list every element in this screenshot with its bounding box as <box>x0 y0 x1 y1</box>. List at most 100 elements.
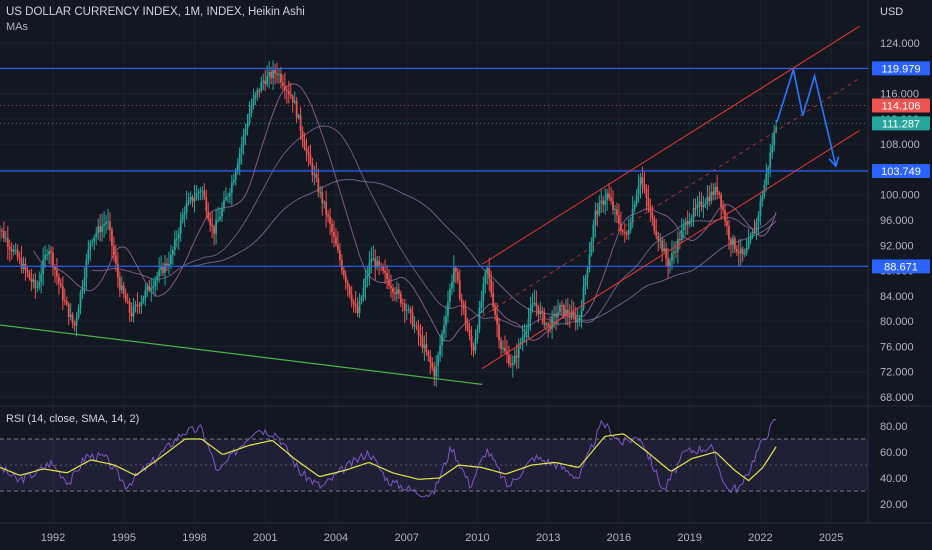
candle-body <box>211 225 214 227</box>
candle-body <box>710 191 713 201</box>
candle-body <box>134 304 137 307</box>
candle-body <box>625 232 628 235</box>
candle-body <box>24 263 27 271</box>
candle-body <box>563 305 565 316</box>
candle-body <box>331 223 333 233</box>
candle-body <box>665 248 667 259</box>
candle-body <box>240 144 243 153</box>
candle-body <box>32 279 35 282</box>
candle-body <box>12 249 15 252</box>
candle-body <box>651 212 654 219</box>
candle-body <box>323 202 326 204</box>
candle-body <box>213 226 216 234</box>
y-tick-label: 68.000 <box>880 392 914 404</box>
candle-body <box>488 267 491 279</box>
candle-body <box>441 333 443 346</box>
candle-body <box>401 303 404 305</box>
candle-body <box>749 236 752 241</box>
candle-body <box>250 105 253 113</box>
x-tick-label: 2010 <box>465 532 489 544</box>
candle-body <box>61 286 64 301</box>
candle-body <box>287 90 290 95</box>
candle-body <box>478 307 481 330</box>
candle-body <box>470 335 473 347</box>
candle-body <box>494 306 497 316</box>
candle-body <box>647 197 650 208</box>
candle-body <box>739 248 742 254</box>
candle-body <box>635 194 638 205</box>
candle-body <box>659 240 662 242</box>
candle-body <box>113 245 115 256</box>
candle-body <box>604 200 607 205</box>
candle-body <box>673 251 675 254</box>
candle-body <box>99 226 102 232</box>
candle-body <box>362 288 365 298</box>
candle-body <box>769 152 772 168</box>
projection-path <box>776 66 837 167</box>
candle-body <box>293 100 296 103</box>
candle-body <box>54 267 56 270</box>
candle-body <box>720 194 722 207</box>
candle-body <box>716 186 719 193</box>
candle-body <box>417 326 420 335</box>
candle-body <box>0 230 1 232</box>
candle-body <box>16 249 19 258</box>
candle-body <box>504 348 506 352</box>
candle-body <box>543 312 546 325</box>
candle-body <box>248 112 251 123</box>
candle-body <box>329 216 331 224</box>
candle-body <box>675 251 677 253</box>
candle-body <box>301 131 304 141</box>
candle-body <box>252 98 255 106</box>
candle-body <box>771 145 774 153</box>
candle-body <box>669 260 671 267</box>
candle-body <box>637 185 640 195</box>
candle-body <box>57 276 60 284</box>
candle-body <box>232 179 235 183</box>
candle-body <box>753 231 756 233</box>
candle-body <box>126 300 129 302</box>
candle-body <box>297 115 300 118</box>
candle-body <box>682 225 685 231</box>
candle-body <box>602 200 605 205</box>
candle-body <box>586 268 589 278</box>
candle-body <box>278 73 280 75</box>
candle-body <box>557 312 559 318</box>
chart-title: US DOLLAR CURRENCY INDEX, 1M, INDEX, Hei… <box>6 6 305 18</box>
candle-body <box>773 131 776 146</box>
candle-body <box>69 314 72 317</box>
candle-body <box>629 222 632 230</box>
candle-body <box>547 323 550 326</box>
candle-body <box>490 278 493 294</box>
candle-body <box>262 80 265 83</box>
candle-body <box>671 253 673 261</box>
candle-body <box>315 174 318 179</box>
horizontal-levels[interactable] <box>0 67 868 267</box>
candle-body <box>138 305 141 307</box>
candle-body <box>600 200 603 203</box>
candle-body <box>454 267 457 272</box>
candle-body <box>735 248 738 252</box>
candle-body <box>395 289 398 295</box>
candles <box>0 60 778 387</box>
candle-body <box>103 224 105 226</box>
candle-body <box>612 201 614 210</box>
candle-body <box>26 270 29 273</box>
candle-body <box>551 316 554 329</box>
y-tick-label: 80.000 <box>880 316 914 328</box>
drawings[interactable] <box>0 25 860 385</box>
candle-body <box>79 292 82 308</box>
candle-body <box>226 196 229 198</box>
candle-body <box>566 309 569 316</box>
candle-body <box>120 285 123 290</box>
candle-body <box>219 216 221 220</box>
candle-body <box>264 80 267 85</box>
trend-line <box>0 324 483 385</box>
candle-body <box>411 312 414 327</box>
candle-body <box>244 128 247 135</box>
candle-body <box>136 304 139 306</box>
candle-body <box>276 73 278 75</box>
ma-slow <box>190 179 777 321</box>
